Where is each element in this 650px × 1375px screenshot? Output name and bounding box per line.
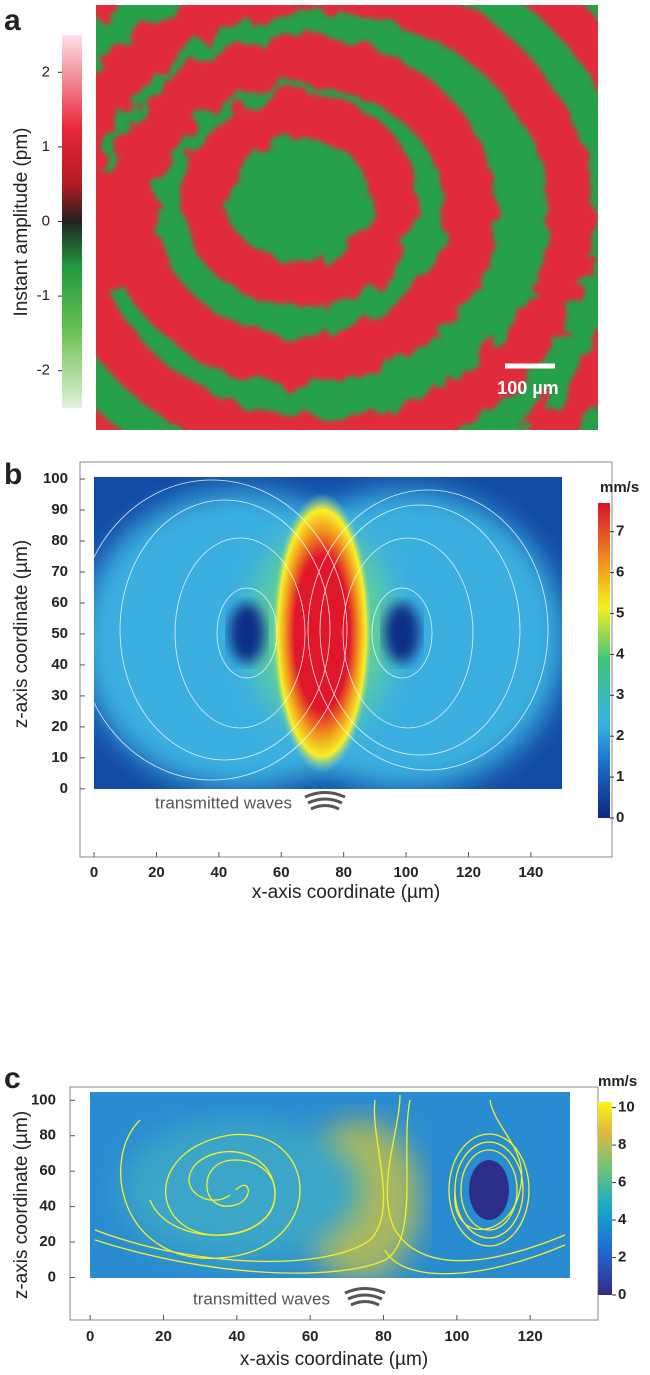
velocity-map [94,477,562,789]
colorbar-tick-label: 7 [616,523,624,540]
wave-icon [344,1287,386,1307]
y-tick-label: 100 [31,1091,56,1108]
x-tick-label: 120 [518,1328,543,1345]
colorbar-label: mm/s [600,479,639,496]
colorbar-tick-label: 4 [616,645,625,662]
x-tick-label: 60 [273,864,290,881]
y-axis-label: z-axis coordinate (µm) [11,1111,32,1299]
y-tick-label: 80 [51,532,68,549]
y-axis-label: z-axis coordinate (µm) [11,540,32,728]
x-tick-label: 0 [90,864,98,881]
y-tick-label: 40 [51,656,68,673]
colorbar-tick-label: 0 [42,212,50,229]
annotation: transmitted waves [155,793,292,812]
colorbar-tick-label: 10 [618,1099,635,1116]
y-tick-label: 70 [51,563,68,580]
colorbar-tick-label: 6 [616,564,624,581]
colorbar-tick-label: 6 [618,1174,626,1191]
y-tick-label: 90 [51,501,68,518]
y-tick-label: 40 [39,1198,56,1215]
colorbar-tick-label: 5 [616,604,624,621]
y-tick-label: 80 [39,1127,56,1144]
colorbar [598,503,610,818]
x-tick-label: 60 [302,1328,319,1345]
colorbar-label: mm/s [598,1073,637,1090]
y-tick-label: 20 [39,1233,56,1250]
panel-label: a [4,4,21,37]
y-tick-label: 10 [51,749,68,766]
x-tick-label: 120 [456,864,481,881]
colorbar-tick-label: -1 [37,287,50,304]
colorbar-tick-label: 2 [42,63,50,80]
x-axis-label: x-axis coordinate (µm) [240,1349,428,1370]
y-tick-label: 0 [48,1268,56,1285]
y-tick-label: 100 [43,470,68,487]
colorbar-tick-label: 2 [618,1248,626,1265]
x-tick-label: 80 [335,864,352,881]
y-tick-label: 30 [51,687,68,704]
x-tick-label: 0 [86,1328,94,1345]
x-tick-label: 40 [228,1328,245,1345]
panel-label: b [4,458,22,491]
colorbar-label: Instant amplitude (pm) [11,127,32,316]
colorbar-tick-label: 2 [616,727,624,744]
colorbar-tick-label: -2 [37,362,50,379]
colorbar-tick-label: 1 [616,768,624,785]
wave-icon [304,791,346,811]
x-tick-label: 80 [375,1328,392,1345]
colorbar-tick-label: 0 [616,809,624,826]
amplitude-map [96,5,598,430]
x-axis-label: x-axis coordinate (µm) [252,882,440,903]
x-tick-label: 100 [394,864,419,881]
x-tick-label: 20 [148,864,165,881]
colorbar [62,35,82,408]
x-tick-label: 140 [518,864,543,881]
colorbar-tick-label: 0 [618,1286,626,1303]
colorbar-tick-label: 8 [618,1136,626,1153]
colorbar-tick-label: 4 [618,1211,627,1228]
y-tick-label: 50 [51,625,68,642]
colorbar-tick-label: 3 [616,686,624,703]
x-tick-label: 20 [155,1328,172,1345]
y-tick-label: 60 [51,594,68,611]
panel-label: c [4,1062,21,1095]
colorbar-tick-label: 1 [42,138,50,155]
velocity-map [90,1092,570,1278]
y-tick-label: 0 [60,780,68,797]
y-tick-label: 60 [39,1162,56,1179]
y-tick-label: 20 [51,718,68,735]
scale-bar-label: 100 µm [497,378,558,398]
x-tick-label: 100 [444,1328,469,1345]
annotation: transmitted waves [193,1289,330,1308]
x-tick-label: 40 [211,864,228,881]
colorbar [598,1102,612,1295]
